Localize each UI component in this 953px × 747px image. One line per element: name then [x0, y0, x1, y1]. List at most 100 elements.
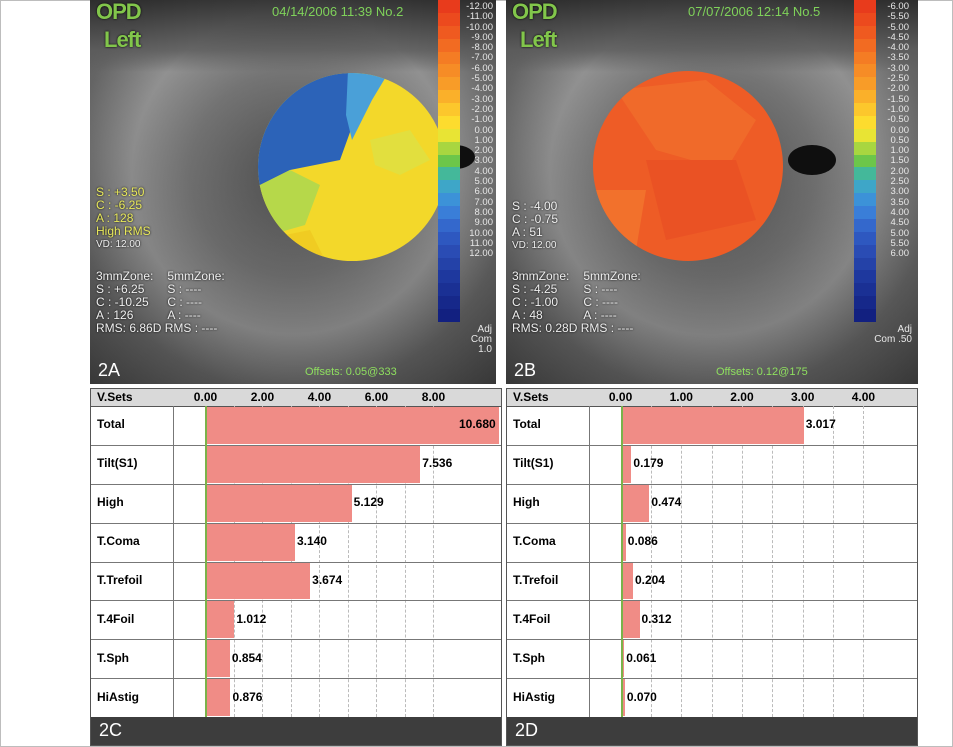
scale-label: 2.00	[474, 145, 494, 157]
scale-swatch	[854, 141, 876, 155]
table-row	[507, 406, 917, 446]
axis-tick-label: 0.00	[608, 390, 633, 404]
grid-line	[376, 406, 378, 717]
grid-line	[347, 406, 349, 717]
scale-label: 6.00	[890, 248, 910, 260]
grid-line	[290, 406, 292, 717]
scale-swatch	[438, 283, 460, 297]
scale-label: 6.00	[474, 186, 494, 198]
scale-label: 9.00	[474, 217, 494, 229]
data-label: 10.680	[459, 417, 496, 432]
grid-line	[650, 406, 652, 717]
bar	[205, 407, 499, 444]
vertex-distance: VD: 12.00	[512, 240, 557, 251]
table-row	[91, 406, 501, 446]
data-label: 0.061	[626, 650, 657, 665]
scale-label: 3.00	[890, 186, 910, 198]
scale-label: 0.50	[890, 134, 910, 146]
axis-tick-label: 4.00	[851, 390, 876, 404]
scale-label: 10.00	[469, 227, 493, 239]
com-text: Com 1.0	[470, 334, 492, 355]
bar	[620, 445, 632, 483]
panel-footer: 2C	[91, 717, 501, 745]
scale-label: -3.50	[887, 52, 909, 64]
table-header: V.Sets 0.00 1.00 2.00 3.00 4.00	[507, 389, 917, 407]
row-label: T.Trefoil	[513, 572, 559, 587]
scale-swatch	[438, 128, 460, 142]
scale-swatch	[854, 257, 876, 271]
data-label: 3.017	[805, 417, 836, 432]
table-row	[507, 523, 917, 563]
scale-swatch	[438, 141, 460, 155]
wavefront-bar-table-2c: V.Sets 0.00 2.00 4.00 6.00 8.00 Total 10.680 Til…	[90, 388, 502, 746]
grid-line	[802, 406, 804, 717]
scale-label: 0.00	[890, 124, 910, 136]
scale-swatch	[438, 180, 460, 194]
scale-swatch	[854, 103, 876, 116]
scale-swatch	[854, 77, 876, 91]
map-title: OPD	[96, 0, 142, 24]
scale-swatch	[438, 296, 460, 309]
scale-label: -5.00	[887, 21, 909, 33]
offsets-readout: Offsets: 0.12@175	[716, 366, 808, 378]
zone3-cylinder: C : -10.25	[96, 295, 149, 309]
zone5-axis: A : ----	[167, 308, 201, 322]
scale-swatch	[854, 270, 876, 284]
grid-line	[262, 406, 264, 717]
scale-swatch	[854, 167, 876, 181]
scale-label: -3.00	[887, 62, 909, 74]
scale-label: -10.00	[466, 21, 493, 33]
table-row	[507, 562, 917, 602]
wavefront-map	[258, 73, 446, 261]
scale-label: 1.00	[890, 145, 910, 157]
zone3-axis: A : 48	[512, 308, 543, 322]
axis-tick-label: 2.00	[730, 390, 754, 404]
scale-swatch	[438, 257, 460, 271]
cylinder-value: C : -0.75	[512, 212, 559, 226]
scale-swatch	[438, 206, 460, 219]
rms-line: RMS: 6.86D RMS : ----	[96, 321, 218, 335]
table-row	[507, 600, 917, 641]
map-title: OPD	[512, 0, 558, 24]
scale-swatch	[854, 12, 876, 26]
zone3-header: 3mmZone:	[96, 269, 154, 283]
data-label: 0.070	[626, 689, 657, 704]
scale-label: -1.00	[887, 103, 909, 115]
axis-tick-label: 0.00	[193, 390, 218, 404]
scale-label: -7.00	[471, 52, 493, 64]
panel-footer: 2D	[507, 717, 917, 745]
scale-label: -1.00	[471, 114, 493, 126]
scale-swatch	[854, 206, 876, 219]
exam-datetime: 04/14/2006 11:39 No.2	[272, 4, 404, 19]
scale-swatch	[854, 231, 876, 245]
scale-label: -11.00	[466, 11, 493, 23]
data-label: 0.179	[633, 456, 664, 471]
data-label: 7.536	[422, 456, 453, 471]
table-row	[91, 484, 501, 524]
scale-swatch	[438, 167, 460, 181]
scale-label: 2.00	[890, 165, 910, 177]
zone5-header: 5mmZone:	[167, 269, 225, 283]
scale-label: 3.00	[474, 155, 494, 167]
grid-line	[319, 406, 321, 717]
grid-line	[404, 406, 406, 717]
bar	[205, 484, 352, 522]
scale-label: -3.00	[471, 93, 493, 105]
row-label: T.4Foil	[97, 611, 135, 626]
data-label: 0.876	[232, 689, 263, 704]
scale-label: -4.00	[471, 83, 493, 95]
scale-label: -5.50	[887, 11, 909, 23]
table-row	[507, 484, 917, 524]
zone3-cylinder: C : -1.00	[512, 295, 559, 309]
zone5-sphere: S : ----	[167, 282, 202, 296]
scale-label: 12.00	[469, 248, 493, 260]
grid-line	[863, 406, 865, 717]
row-label: Total	[513, 417, 541, 432]
data-label: 5.129	[353, 495, 384, 510]
scale-swatch	[438, 115, 460, 129]
grid-line	[711, 406, 713, 717]
header-label: V.Sets	[97, 390, 133, 404]
scale-swatch	[438, 231, 460, 245]
sphere-value: S : -4.00	[512, 199, 558, 213]
exam-datetime: 07/07/2006 12:14 No.5	[688, 4, 821, 19]
